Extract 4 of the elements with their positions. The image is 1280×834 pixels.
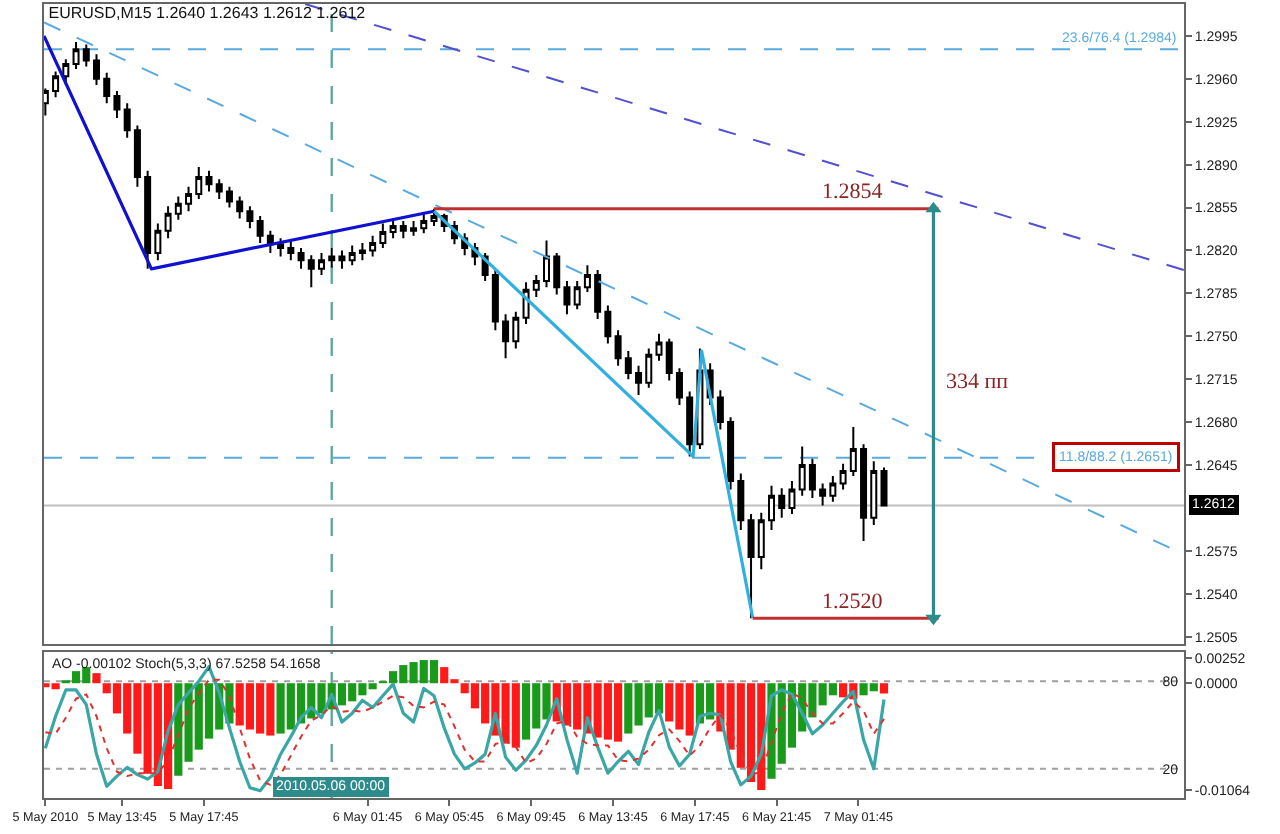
annotation: 1.2854	[822, 180, 884, 204]
chart-title: EURUSD,M15 1.2640 1.2643 1.2612 1.2612	[48, 4, 367, 23]
annotation: 334 пп	[946, 370, 1009, 394]
annotation: 1.2520	[822, 590, 884, 614]
